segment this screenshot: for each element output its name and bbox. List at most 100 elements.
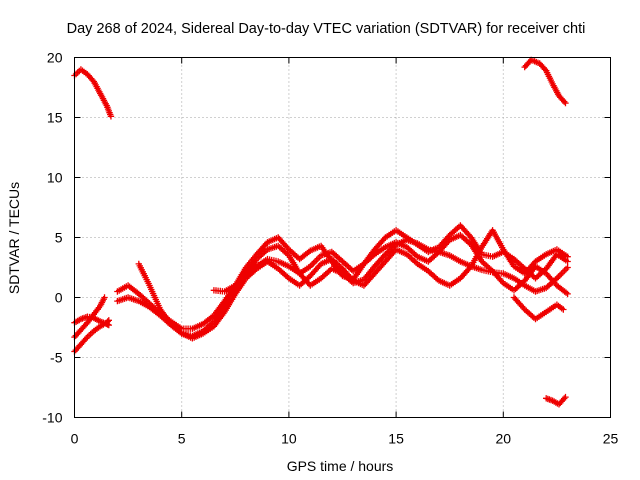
data-marker	[103, 320, 111, 328]
data-marker	[382, 239, 398, 251]
data-marker	[500, 246, 517, 268]
data-marker	[435, 238, 452, 256]
data-marker	[543, 302, 559, 316]
data-marker	[328, 248, 345, 264]
data-marker	[90, 304, 103, 318]
data-marker	[392, 227, 409, 240]
data-marker	[135, 297, 151, 310]
data-marker	[296, 248, 312, 263]
data-marker	[543, 270, 559, 288]
data-marker	[307, 253, 323, 270]
x-axis-label: GPS time / hours	[287, 458, 394, 474]
data-marker	[553, 265, 570, 282]
data-marker	[90, 324, 102, 335]
series-s10	[510, 294, 567, 323]
data-marker	[562, 393, 569, 401]
data-marker	[414, 253, 430, 264]
data-marker	[242, 252, 259, 271]
data-marker	[105, 321, 113, 329]
data-marker	[253, 240, 270, 258]
data-marker	[114, 283, 130, 295]
data-marker	[189, 331, 205, 342]
data-marker	[555, 395, 568, 408]
data-marker	[457, 222, 473, 240]
y-axis-label: SDTVAR / TECUs	[6, 182, 22, 294]
data-marker	[564, 290, 571, 298]
data-marker	[489, 267, 506, 285]
data-points	[71, 56, 571, 408]
data-marker	[392, 239, 409, 250]
y-tick-label: 15	[47, 110, 63, 126]
data-marker	[403, 243, 420, 259]
data-marker	[414, 260, 430, 274]
data-marker	[360, 252, 377, 268]
data-marker	[210, 299, 227, 319]
data-marker	[425, 244, 441, 256]
data-marker	[360, 264, 377, 283]
series-s5	[71, 313, 113, 329]
data-marker	[157, 306, 173, 326]
data-marker	[84, 313, 95, 321]
data-marker	[403, 234, 419, 247]
data-marker	[275, 234, 291, 252]
data-marker	[521, 58, 534, 71]
data-marker	[553, 301, 565, 312]
data-marker	[307, 243, 323, 254]
data-marker	[414, 241, 430, 254]
data-marker	[371, 252, 388, 270]
data-marker	[90, 78, 103, 95]
data-marker	[532, 263, 548, 276]
chart-title: Day 268 of 2024, Sidereal Day-to-day VTE…	[67, 21, 586, 37]
axis-ticks: 0 5 10 15 20 25 -10 -5 0 5 10 15 20	[42, 50, 618, 447]
data-marker	[489, 249, 505, 260]
data-marker	[242, 264, 259, 280]
data-marker	[307, 262, 323, 280]
data-marker	[489, 227, 506, 251]
data-marker	[221, 292, 238, 316]
data-marker	[221, 283, 237, 295]
data-marker	[253, 257, 269, 270]
data-marker	[553, 246, 569, 259]
data-marker	[360, 271, 377, 289]
data-marker	[135, 290, 152, 306]
data-marker	[521, 282, 537, 294]
data-marker	[77, 66, 89, 77]
data-marker	[317, 266, 334, 282]
data-marker	[553, 251, 569, 264]
data-marker	[199, 313, 216, 328]
series-s9	[210, 231, 571, 298]
data-marker	[328, 255, 345, 271]
data-marker	[199, 324, 216, 337]
data-marker	[371, 259, 388, 277]
data-marker	[478, 258, 495, 273]
data-marker	[382, 247, 398, 265]
data-marker	[435, 233, 452, 251]
data-marker	[564, 264, 571, 271]
data-marker	[500, 279, 516, 293]
x-tick-label: 5	[178, 431, 186, 447]
data-marker	[528, 56, 542, 66]
y-tick-label: -5	[50, 350, 63, 366]
data-marker	[435, 277, 452, 288]
data-marker	[350, 261, 366, 275]
data-marker	[167, 320, 184, 336]
data-marker	[339, 258, 355, 273]
data-marker	[135, 260, 152, 287]
data-marker	[307, 276, 323, 289]
data-marker	[536, 60, 549, 73]
x-tick-label: 20	[496, 431, 512, 447]
data-marker	[97, 296, 107, 310]
data-marker	[253, 247, 270, 263]
data-marker	[521, 306, 538, 321]
data-marker	[446, 252, 462, 264]
data-marker	[532, 252, 548, 265]
data-marker	[114, 294, 130, 305]
data-marker	[296, 274, 312, 289]
data-marker	[77, 320, 90, 334]
series-s11	[543, 393, 569, 408]
data-marker	[90, 314, 102, 324]
x-tick-label: 15	[388, 431, 404, 447]
data-marker	[103, 102, 114, 118]
data-marker	[446, 276, 462, 289]
data-marker	[84, 329, 96, 341]
